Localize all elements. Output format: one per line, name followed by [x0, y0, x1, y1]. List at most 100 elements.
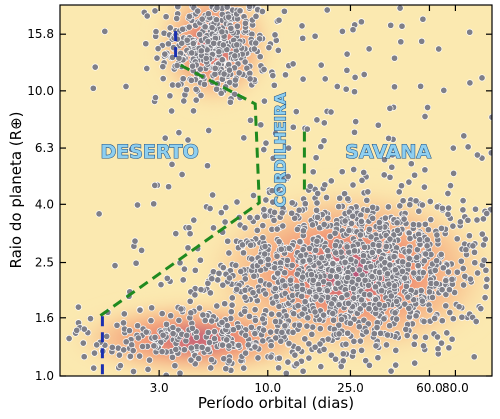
planet-point — [449, 222, 457, 230]
planet-point — [313, 116, 321, 124]
planet-point — [384, 203, 392, 211]
planet-point — [228, 301, 236, 309]
planet-point — [387, 21, 395, 29]
planet-point — [431, 266, 439, 274]
planet-point — [221, 300, 229, 308]
planet-point — [284, 358, 292, 366]
planet-point — [223, 322, 231, 330]
planet-point — [377, 329, 385, 337]
planet-point — [442, 302, 450, 310]
planet-point — [267, 342, 275, 350]
planet-point — [392, 361, 400, 369]
planet-point — [250, 45, 258, 53]
planet-point — [445, 204, 453, 212]
planet-point — [383, 331, 392, 339]
planet-point — [185, 224, 193, 232]
planet-point — [459, 264, 467, 273]
planet-point — [446, 182, 455, 190]
planet-point — [233, 41, 241, 49]
planet-point — [158, 310, 166, 318]
planet-point — [373, 323, 381, 332]
planet-point — [224, 237, 232, 245]
planet-point — [271, 317, 280, 326]
planet-point — [419, 15, 427, 23]
planet-point — [269, 154, 277, 162]
planet-point — [405, 304, 413, 312]
planet-point — [261, 212, 269, 220]
planet-point — [303, 322, 311, 330]
planet-point — [343, 291, 351, 299]
planet-point — [464, 143, 472, 151]
planet-point — [186, 230, 194, 238]
planet-point — [167, 312, 175, 320]
planet-point — [272, 334, 280, 342]
planet-point — [265, 44, 273, 52]
planet-point — [288, 261, 296, 269]
planet-point — [178, 39, 186, 47]
planet-point — [348, 278, 356, 286]
planet-point — [390, 253, 398, 261]
planet-point — [293, 360, 301, 368]
planet-point — [297, 252, 305, 260]
y-tick-label: 10.0 — [27, 84, 54, 98]
planet-point — [365, 225, 373, 233]
planet-point — [260, 65, 268, 74]
planet-point — [420, 317, 428, 326]
region-label-cordilheira: CORDILHEIRA — [271, 92, 289, 207]
planet-point — [166, 24, 174, 32]
planet-point — [381, 214, 389, 222]
planet-point — [317, 363, 325, 371]
planet-point — [317, 296, 325, 304]
planet-point — [439, 264, 447, 272]
planet-point — [282, 369, 290, 376]
planet-point — [458, 313, 466, 321]
planet-point — [268, 187, 276, 195]
planet-point — [438, 286, 446, 294]
planet-point — [369, 203, 377, 211]
planet-point — [420, 183, 428, 191]
planet-point — [391, 309, 399, 317]
planet-point — [180, 346, 188, 354]
planet-point — [347, 219, 356, 228]
planet-point — [459, 206, 467, 214]
planet-point — [187, 309, 195, 317]
planet-point — [380, 171, 388, 179]
planet-point — [483, 209, 491, 218]
planet-point — [279, 222, 287, 230]
planet-point — [122, 82, 130, 91]
planet-point — [337, 362, 345, 371]
planet-point — [145, 356, 154, 364]
planet-point — [136, 352, 144, 360]
plot-frame — [59, 4, 493, 377]
planet-point — [438, 204, 446, 212]
planet-point — [152, 28, 160, 36]
region-labels: DESERTO SAVANA CORDILHEIRA — [100, 92, 432, 208]
planet-point — [415, 274, 423, 283]
planet-point — [164, 40, 172, 48]
planet-point — [192, 96, 200, 104]
planet-point — [422, 250, 430, 258]
planet-point — [312, 246, 320, 254]
planet-point — [341, 217, 349, 225]
planet-point — [301, 335, 309, 343]
planet-point — [172, 230, 180, 238]
planet-point — [437, 224, 446, 232]
planet-point — [307, 271, 316, 279]
planet-point — [341, 190, 349, 198]
planet-point — [394, 226, 402, 234]
planet-point — [365, 305, 373, 313]
planet-point — [226, 98, 234, 106]
planet-point — [195, 304, 204, 312]
planet-point — [466, 275, 475, 283]
planet-point — [326, 232, 334, 241]
planet-point — [341, 258, 349, 266]
planet-point — [440, 86, 448, 94]
planet-point — [378, 287, 386, 295]
planet-point — [365, 45, 373, 53]
planet-point — [356, 337, 364, 345]
planet-point — [438, 317, 446, 325]
planet-point — [349, 26, 357, 34]
planet-point — [406, 234, 414, 243]
planet-point — [360, 243, 369, 251]
planet-point — [374, 121, 382, 129]
